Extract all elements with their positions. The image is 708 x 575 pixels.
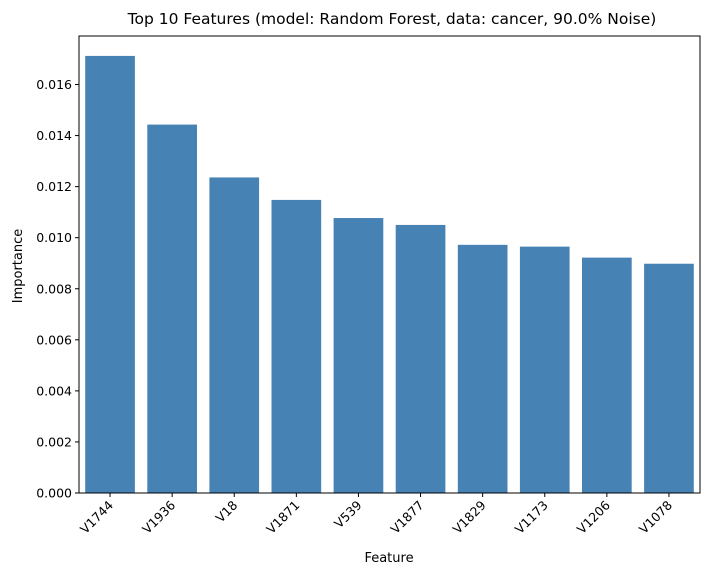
y-tick-label: 0.008 [36,281,72,296]
bar-v1173 [519,246,570,493]
bars-group [85,55,694,494]
y-tick-label: 0.016 [36,77,72,92]
x-tick-label: V1173 [512,498,551,537]
y-axis-title: Importance [11,229,26,304]
y-tick-label: 0.002 [36,434,72,449]
x-tick-label: V539 [331,497,365,531]
x-tick-label: V18 [212,497,240,525]
bar-v18 [209,177,260,493]
y-tick-label: 0.010 [36,230,72,245]
bar-v1829 [457,244,508,493]
y-tick-label: 0.000 [36,486,72,501]
bar-v1871 [271,199,322,493]
y-axis: 0.000 0.002 0.004 0.006 0.008 0.010 0.012 0.014… [36,77,79,501]
plot-frame [78,35,701,494]
bar-v1744 [85,55,135,493]
x-axis-title: Feature [364,551,413,566]
y-tick-label: 0.006 [36,332,72,347]
chart-title: Top 10 Features (model: Random Forest, d… [127,10,657,28]
y-tick-label: 0.004 [36,383,72,398]
x-axis: V1744 V1936 V18 V1871 V539 V1877 V1829 V1173 V12… [77,493,675,537]
x-tick-label: V1078 [636,497,675,536]
y-tick-label: 0.012 [36,179,72,194]
x-tick-label: V1744 [77,497,116,536]
x-tick-label: V1206 [574,497,613,536]
y-tick-label: 0.014 [36,128,72,143]
x-tick-label: V1871 [263,498,302,537]
bar-v539 [333,218,384,494]
bar-v1877 [395,224,446,493]
bar-v1206 [582,257,632,493]
bar-v1936 [147,124,197,494]
x-tick-label: V1936 [139,497,178,536]
x-tick-label: V1829 [450,497,489,536]
bar-v1078 [644,263,694,493]
x-tick-label: V1877 [388,498,427,537]
